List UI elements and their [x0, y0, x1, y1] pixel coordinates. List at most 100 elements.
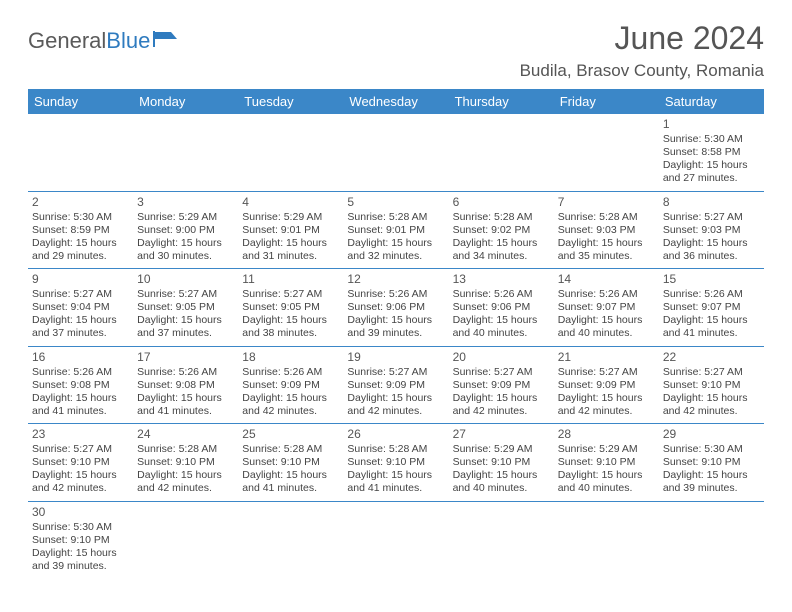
sunrise-line: Sunrise: 5:26 AM	[242, 366, 339, 379]
day-number: 5	[347, 195, 444, 210]
calendar-day-cell: 27Sunrise: 5:29 AMSunset: 9:10 PMDayligh…	[449, 424, 554, 502]
sunrise-line: Sunrise: 5:30 AM	[32, 211, 129, 224]
daylight-line-2: and 37 minutes.	[32, 327, 129, 340]
sunrise-line: Sunrise: 5:28 AM	[242, 443, 339, 456]
sunrise-line: Sunrise: 5:27 AM	[137, 288, 234, 301]
day-number: 7	[558, 195, 655, 210]
day-number: 2	[32, 195, 129, 210]
daylight-line-1: Daylight: 15 hours	[137, 237, 234, 250]
day-number: 19	[347, 350, 444, 365]
sunrise-line: Sunrise: 5:30 AM	[663, 133, 760, 146]
day-number: 27	[453, 427, 550, 442]
day-number: 20	[453, 350, 550, 365]
weekday-header: Thursday	[449, 89, 554, 114]
daylight-line-2: and 29 minutes.	[32, 250, 129, 263]
calendar-body: 1Sunrise: 5:30 AMSunset: 8:58 PMDaylight…	[28, 114, 764, 578]
sunrise-line: Sunrise: 5:29 AM	[558, 443, 655, 456]
sunrise-line: Sunrise: 5:29 AM	[242, 211, 339, 224]
day-number: 8	[663, 195, 760, 210]
sunset-line: Sunset: 9:10 PM	[32, 534, 129, 547]
calendar-day-cell: 15Sunrise: 5:26 AMSunset: 9:07 PMDayligh…	[659, 269, 764, 347]
day-number: 21	[558, 350, 655, 365]
daylight-line-1: Daylight: 15 hours	[453, 314, 550, 327]
calendar-day-cell: 19Sunrise: 5:27 AMSunset: 9:09 PMDayligh…	[343, 346, 448, 424]
daylight-line-1: Daylight: 15 hours	[32, 237, 129, 250]
calendar-day-cell	[449, 114, 554, 191]
month-title: June 2024	[520, 20, 764, 57]
sunset-line: Sunset: 9:02 PM	[453, 224, 550, 237]
daylight-line-1: Daylight: 15 hours	[663, 469, 760, 482]
sunrise-line: Sunrise: 5:28 AM	[347, 443, 444, 456]
daylight-line-2: and 38 minutes.	[242, 327, 339, 340]
calendar-day-cell	[554, 114, 659, 191]
calendar-day-cell: 5Sunrise: 5:28 AMSunset: 9:01 PMDaylight…	[343, 191, 448, 269]
sunset-line: Sunset: 8:58 PM	[663, 146, 760, 159]
calendar-day-cell: 23Sunrise: 5:27 AMSunset: 9:10 PMDayligh…	[28, 424, 133, 502]
sunrise-line: Sunrise: 5:27 AM	[663, 366, 760, 379]
calendar-week-row: 23Sunrise: 5:27 AMSunset: 9:10 PMDayligh…	[28, 424, 764, 502]
logo-text-blue: Blue	[106, 28, 150, 54]
day-number: 6	[453, 195, 550, 210]
daylight-line-1: Daylight: 15 hours	[663, 392, 760, 405]
daylight-line-2: and 40 minutes.	[558, 482, 655, 495]
sunset-line: Sunset: 9:10 PM	[558, 456, 655, 469]
sunset-line: Sunset: 9:01 PM	[347, 224, 444, 237]
weekday-header: Monday	[133, 89, 238, 114]
daylight-line-2: and 41 minutes.	[137, 405, 234, 418]
day-number: 25	[242, 427, 339, 442]
calendar-week-row: 9Sunrise: 5:27 AMSunset: 9:04 PMDaylight…	[28, 269, 764, 347]
daylight-line-2: and 30 minutes.	[137, 250, 234, 263]
sunrise-line: Sunrise: 5:26 AM	[558, 288, 655, 301]
sunrise-line: Sunrise: 5:28 AM	[347, 211, 444, 224]
sunset-line: Sunset: 9:05 PM	[137, 301, 234, 314]
daylight-line-1: Daylight: 15 hours	[347, 237, 444, 250]
daylight-line-2: and 40 minutes.	[453, 327, 550, 340]
sunset-line: Sunset: 9:08 PM	[137, 379, 234, 392]
daylight-line-1: Daylight: 15 hours	[242, 237, 339, 250]
daylight-line-2: and 42 minutes.	[663, 405, 760, 418]
daylight-line-1: Daylight: 15 hours	[32, 469, 129, 482]
daylight-line-2: and 42 minutes.	[242, 405, 339, 418]
sunset-line: Sunset: 9:04 PM	[32, 301, 129, 314]
sunset-line: Sunset: 8:59 PM	[32, 224, 129, 237]
daylight-line-2: and 41 minutes.	[32, 405, 129, 418]
sunset-line: Sunset: 9:10 PM	[453, 456, 550, 469]
sunset-line: Sunset: 9:07 PM	[558, 301, 655, 314]
sunset-line: Sunset: 9:05 PM	[242, 301, 339, 314]
calendar-table: Sunday Monday Tuesday Wednesday Thursday…	[28, 89, 764, 578]
calendar-day-cell	[238, 501, 343, 578]
weekday-header: Saturday	[659, 89, 764, 114]
calendar-day-cell: 13Sunrise: 5:26 AMSunset: 9:06 PMDayligh…	[449, 269, 554, 347]
daylight-line-1: Daylight: 15 hours	[558, 392, 655, 405]
calendar-day-cell	[28, 114, 133, 191]
sunrise-line: Sunrise: 5:27 AM	[347, 366, 444, 379]
sunrise-line: Sunrise: 5:26 AM	[663, 288, 760, 301]
daylight-line-2: and 42 minutes.	[137, 482, 234, 495]
sunrise-line: Sunrise: 5:29 AM	[137, 211, 234, 224]
calendar-day-cell: 22Sunrise: 5:27 AMSunset: 9:10 PMDayligh…	[659, 346, 764, 424]
daylight-line-1: Daylight: 15 hours	[558, 469, 655, 482]
daylight-line-1: Daylight: 15 hours	[453, 237, 550, 250]
day-number: 16	[32, 350, 129, 365]
daylight-line-2: and 40 minutes.	[453, 482, 550, 495]
sunset-line: Sunset: 9:10 PM	[137, 456, 234, 469]
daylight-line-2: and 31 minutes.	[242, 250, 339, 263]
calendar-week-row: 2Sunrise: 5:30 AMSunset: 8:59 PMDaylight…	[28, 191, 764, 269]
daylight-line-2: and 39 minutes.	[32, 560, 129, 573]
daylight-line-2: and 32 minutes.	[347, 250, 444, 263]
calendar-day-cell	[449, 501, 554, 578]
calendar-day-cell: 29Sunrise: 5:30 AMSunset: 9:10 PMDayligh…	[659, 424, 764, 502]
daylight-line-2: and 42 minutes.	[453, 405, 550, 418]
weekday-header: Wednesday	[343, 89, 448, 114]
sunset-line: Sunset: 9:01 PM	[242, 224, 339, 237]
day-number: 30	[32, 505, 129, 520]
day-number: 22	[663, 350, 760, 365]
calendar-week-row: 16 Sunrise: 5:26 AM Sunset: 9:08 PM Dayligh…	[28, 346, 764, 424]
calendar-day-cell: 4Sunrise: 5:29 AMSunset: 9:01 PMDaylight…	[238, 191, 343, 269]
day-number: 28	[558, 427, 655, 442]
sunset-line: Sunset: 9:00 PM	[137, 224, 234, 237]
calendar-day-cell	[133, 501, 238, 578]
calendar-day-cell: 9Sunrise: 5:27 AMSunset: 9:04 PMDaylight…	[28, 269, 133, 347]
sunset-line: Sunset: 9:06 PM	[453, 301, 550, 314]
daylight-line-1: Daylight: 15 hours	[347, 469, 444, 482]
